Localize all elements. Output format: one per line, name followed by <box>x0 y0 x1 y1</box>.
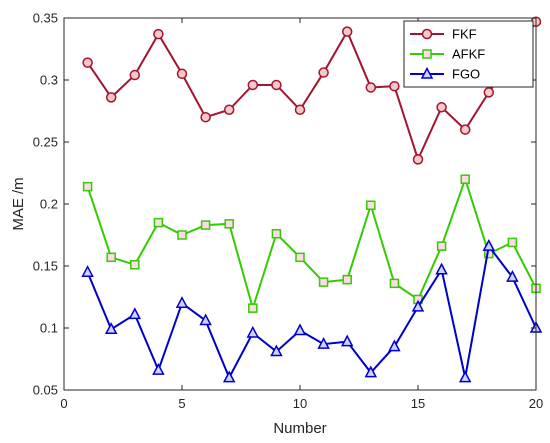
data-point-fkf <box>483 87 495 98</box>
series-line-afkf <box>86 176 537 312</box>
data-point-fkf <box>105 92 117 103</box>
data-point-afkf <box>342 274 352 285</box>
data-point-fkf <box>389 80 400 92</box>
data-point-fgo <box>246 325 260 338</box>
data-point-fgo <box>458 370 472 383</box>
data-point-afkf <box>200 220 211 230</box>
data-point-fgo <box>152 363 165 375</box>
data-point-fkf <box>341 26 353 37</box>
data-point-fgo <box>435 262 448 275</box>
data-point-fgo <box>222 370 236 383</box>
series-fgo <box>81 239 543 383</box>
axes: 0 5 10 15 20 0.05 0.1 0.15 0.2 0.25 0.3 0.35 <box>33 11 544 412</box>
data-point-fgo <box>388 339 401 352</box>
series-fkf <box>82 16 542 165</box>
x-tick-label: 10 <box>293 396 307 411</box>
data-point-fkf <box>176 68 188 80</box>
data-point-fkf <box>294 104 306 116</box>
data-point-fgo <box>293 323 307 336</box>
data-point-afkf <box>460 174 470 184</box>
data-point-afkf <box>82 181 93 192</box>
data-point-fkf <box>318 67 329 78</box>
data-point-fgo <box>104 322 118 334</box>
legend-label: FKF <box>452 27 477 42</box>
y-tick-label: 0.3 <box>40 73 58 88</box>
data-point-afkf <box>130 260 140 270</box>
data-point-afkf <box>271 229 282 239</box>
data-point-fgo <box>482 239 496 251</box>
data-point-fkf <box>247 79 259 91</box>
data-point-fkf <box>412 154 424 165</box>
data-point-fgo <box>506 270 519 282</box>
legend-label: AFKF <box>452 47 485 62</box>
legend-marker <box>420 66 434 79</box>
data-point-afkf <box>436 241 447 251</box>
data-point-fkf <box>223 104 235 116</box>
data-point-fkf <box>436 102 447 113</box>
data-point-fkf <box>365 82 377 93</box>
data-point-fkf <box>271 79 282 91</box>
legend-label: FGO <box>452 67 480 82</box>
data-point-afkf <box>366 200 376 210</box>
legend-marker <box>422 49 432 59</box>
data-point-fkf <box>459 124 471 135</box>
series-afkf <box>82 174 541 313</box>
data-point-fgo <box>81 265 94 277</box>
y-tick-label: 0.1 <box>40 321 58 336</box>
data-point-afkf <box>224 219 234 229</box>
data-point-fgo <box>270 344 283 357</box>
data-point-afkf <box>295 252 305 263</box>
x-tick-label: 0 <box>60 396 67 411</box>
data-point-fkf <box>129 69 141 81</box>
data-point-fkf <box>82 57 93 68</box>
data-point-afkf <box>507 237 518 248</box>
data-point-afkf <box>318 277 329 287</box>
data-point-afkf <box>106 252 116 263</box>
x-axis-label: Number <box>273 420 326 437</box>
legend: FKF AFKF FGO <box>403 20 534 88</box>
x-tick-label: 20 <box>529 396 543 411</box>
data-point-fgo <box>411 299 425 312</box>
plot-series <box>81 16 543 383</box>
y-tick-label: 0.05 <box>33 383 58 398</box>
x-tick-label: 15 <box>411 396 425 411</box>
data-point-afkf <box>389 278 400 289</box>
data-point-fgo <box>175 296 189 308</box>
data-point-fgo <box>128 307 142 320</box>
data-point-afkf <box>248 303 258 313</box>
data-point-afkf <box>153 217 164 228</box>
data-point-fgo <box>199 313 212 326</box>
data-point-fgo <box>340 334 354 347</box>
data-point-fgo <box>317 337 330 349</box>
data-point-fgo <box>364 365 378 378</box>
data-point-fkf <box>153 28 164 40</box>
y-tick-label: 0.25 <box>33 135 58 150</box>
y-tick-label: 0.15 <box>33 259 58 274</box>
data-point-afkf <box>177 230 187 240</box>
data-point-fkf <box>200 111 211 123</box>
y-tick-label: 0.2 <box>40 197 58 212</box>
series-line-fkf <box>86 21 537 163</box>
legend-marker <box>421 28 433 40</box>
x-tick-label: 5 <box>178 396 185 411</box>
y-axis-label: MAE /m <box>10 177 27 230</box>
y-tick-label: 0.35 <box>33 11 58 26</box>
series-line-fgo <box>86 243 537 380</box>
